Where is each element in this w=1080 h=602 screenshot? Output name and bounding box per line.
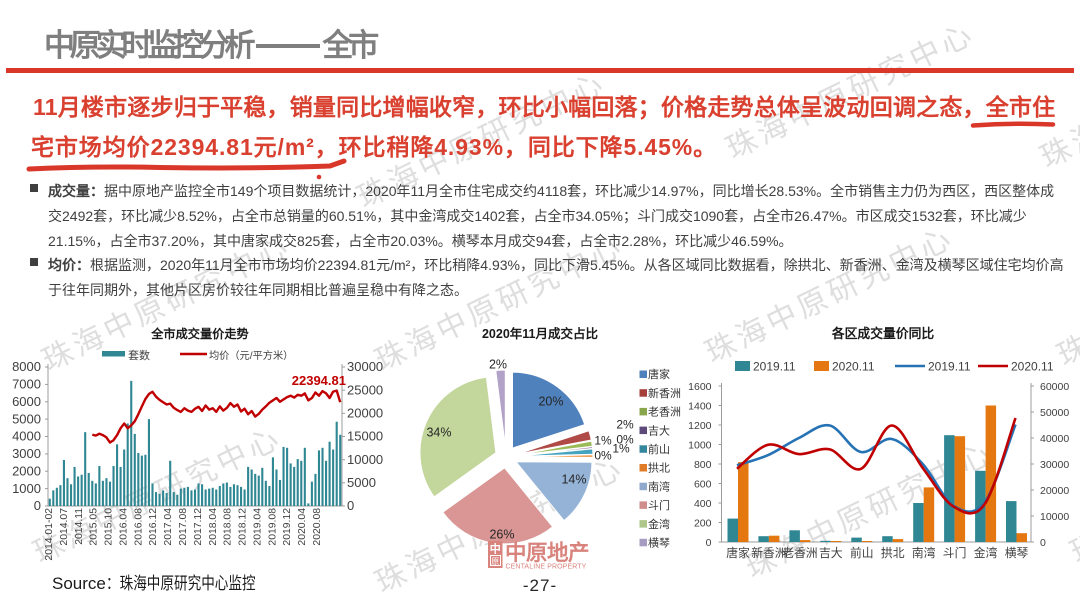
svg-text:1600: 1600	[688, 381, 712, 393]
svg-text:金湾: 金湾	[974, 546, 998, 560]
svg-text:新香洲: 新香洲	[648, 386, 681, 400]
svg-text:金湾: 金湾	[648, 517, 670, 531]
svg-text:斗门: 斗门	[648, 498, 670, 512]
svg-text:斗门: 斗门	[943, 546, 967, 560]
svg-text:0: 0	[706, 537, 712, 549]
svg-text:CENTALINE PROPERTY: CENTALINE PROPERTY	[506, 564, 587, 571]
svg-text:0: 0	[1040, 537, 1046, 549]
svg-text:4000: 4000	[12, 429, 41, 444]
svg-text:1000: 1000	[688, 439, 712, 451]
svg-text:0%: 0%	[616, 432, 634, 446]
svg-text:34%: 34%	[426, 425, 451, 439]
svg-text:2020.08: 2020.08	[312, 508, 323, 546]
svg-text:400: 400	[694, 498, 712, 510]
svg-text:南湾: 南湾	[912, 546, 936, 560]
svg-text:全市成交量价走势: 全市成交量价走势	[150, 326, 249, 341]
svg-text:7000: 7000	[12, 377, 41, 392]
svg-text:前山: 前山	[648, 442, 670, 456]
svg-text:15000: 15000	[347, 429, 383, 444]
svg-text:拱北: 拱北	[881, 546, 905, 560]
svg-text:800: 800	[694, 459, 712, 471]
svg-text:2014.07: 2014.07	[59, 508, 70, 546]
svg-text:1400: 1400	[688, 400, 712, 412]
svg-text:横琴: 横琴	[1005, 546, 1029, 560]
svg-text:5000: 5000	[347, 475, 376, 490]
svg-text:26%: 26%	[489, 527, 514, 541]
svg-text:2%: 2%	[616, 417, 634, 431]
svg-text:唐家: 唐家	[648, 367, 670, 381]
svg-text:200: 200	[694, 517, 712, 529]
svg-text:1%: 1%	[594, 433, 612, 447]
svg-text:20%: 20%	[538, 394, 563, 408]
svg-text:2015.05: 2015.05	[89, 508, 100, 546]
svg-text:22394.81: 22394.81	[292, 373, 346, 388]
svg-text:唐家: 唐家	[726, 546, 750, 560]
svg-text:中原地产: 中原地产	[505, 541, 589, 565]
svg-text:横琴: 横琴	[648, 536, 670, 550]
svg-text:2018.12: 2018.12	[238, 508, 249, 546]
svg-text:2020.04: 2020.04	[297, 508, 308, 546]
svg-text:老香洲: 老香洲	[648, 406, 681, 419]
svg-text:0: 0	[34, 498, 41, 513]
svg-text:2018.04: 2018.04	[208, 508, 219, 546]
svg-text:2015.10: 2015.10	[104, 508, 115, 546]
svg-text:各区成交量价同比: 各区成交量价同比	[831, 326, 935, 341]
svg-text:2018.08: 2018.08	[223, 508, 234, 546]
svg-text:20000: 20000	[347, 406, 383, 421]
svg-text:1%: 1%	[612, 441, 630, 455]
svg-text:2016.12: 2016.12	[148, 508, 159, 546]
svg-text:套数: 套数	[128, 349, 150, 362]
svg-text:新香洲: 新香洲	[751, 546, 786, 560]
svg-text:6000: 6000	[12, 394, 41, 409]
svg-text:30000: 30000	[1040, 459, 1069, 471]
svg-text:60000: 60000	[1040, 381, 1069, 393]
svg-text:1200: 1200	[688, 420, 712, 432]
svg-text:前山: 前山	[850, 546, 874, 560]
svg-text:2014.01-02: 2014.01-02	[44, 508, 55, 561]
svg-text:14%: 14%	[561, 472, 586, 486]
svg-text:30000: 30000	[347, 359, 383, 374]
svg-text:南湾: 南湾	[648, 479, 670, 493]
svg-text:中: 中	[490, 542, 501, 556]
svg-text:8000: 8000	[12, 359, 41, 374]
svg-text:2017.12: 2017.12	[193, 508, 204, 546]
svg-text:1000: 1000	[12, 481, 41, 496]
svg-text:50000: 50000	[1040, 407, 1069, 419]
svg-text:吉大: 吉大	[648, 423, 670, 437]
svg-text:2019.04: 2019.04	[252, 508, 263, 546]
svg-text:2%: 2%	[489, 357, 507, 371]
svg-text:2000: 2000	[12, 463, 41, 478]
svg-text:2019.08: 2019.08	[267, 508, 278, 546]
svg-text:2019.11: 2019.11	[928, 360, 971, 374]
svg-text:原: 原	[491, 557, 499, 566]
svg-text:2019.11: 2019.11	[753, 360, 796, 374]
svg-text:2020年11月成交占比: 2020年11月成交占比	[482, 326, 599, 341]
svg-text:40000: 40000	[1040, 433, 1069, 445]
svg-text:2020.11: 2020.11	[1011, 360, 1054, 374]
svg-text:拱北: 拱北	[648, 461, 670, 475]
svg-text:600: 600	[694, 478, 712, 490]
svg-text:10000: 10000	[1040, 511, 1069, 523]
svg-text:2016.04: 2016.04	[118, 508, 129, 546]
svg-text:3000: 3000	[12, 446, 41, 461]
svg-text:2017.08: 2017.08	[178, 508, 189, 546]
svg-text:5000: 5000	[12, 411, 41, 426]
svg-text:吉大: 吉大	[819, 546, 843, 560]
svg-text:2014.11: 2014.11	[74, 508, 85, 545]
svg-text:25000: 25000	[347, 382, 383, 397]
svg-text:0: 0	[347, 498, 354, 513]
svg-text:均价（元/平方米）: 均价（元/平方米）	[209, 349, 293, 362]
svg-text:2016.08: 2016.08	[133, 508, 144, 546]
svg-text:20000: 20000	[1040, 485, 1069, 497]
svg-text:10000: 10000	[347, 452, 383, 467]
svg-text:2020.11: 2020.11	[832, 360, 875, 374]
svg-text:老香洲: 老香洲	[782, 546, 817, 560]
svg-text:2019.12: 2019.12	[282, 508, 293, 546]
svg-text:2017.04: 2017.04	[163, 508, 174, 546]
svg-text:0%: 0%	[594, 448, 612, 462]
